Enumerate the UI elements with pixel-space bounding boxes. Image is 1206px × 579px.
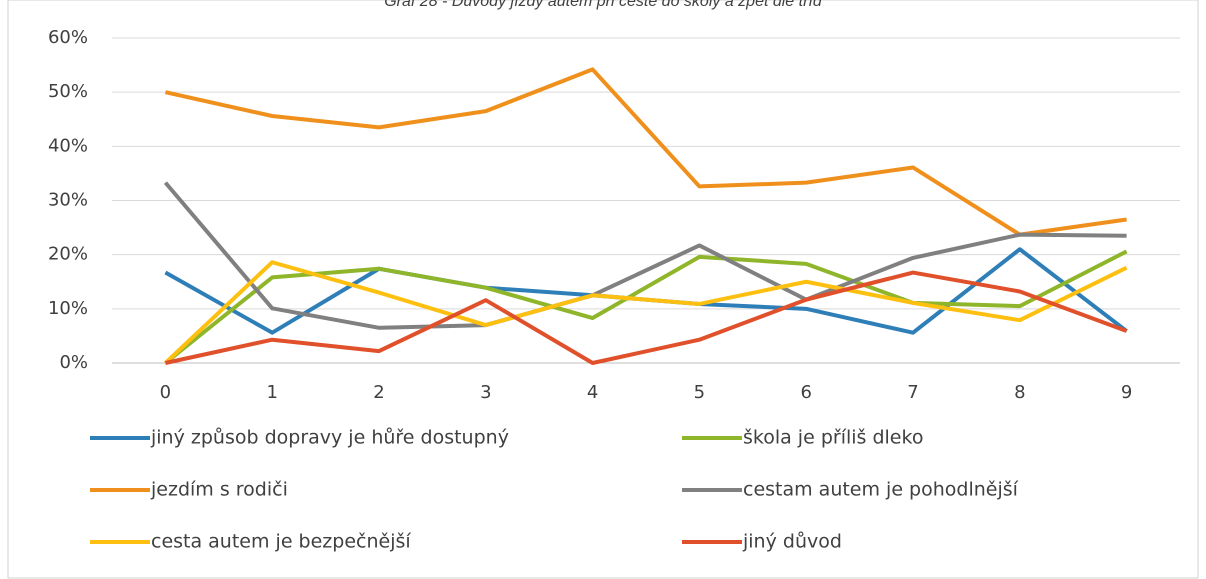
x-tick-label: 1 <box>266 382 277 403</box>
x-tick-label: 7 <box>907 382 918 403</box>
legend-label: cestam autem je pohodlnější <box>743 479 1019 501</box>
legend-label: cesta autem je bezpečnější <box>151 531 411 553</box>
chart-title: Graf 28 - Důvody jízdy autem při cestě d… <box>384 0 823 10</box>
series-line <box>164 260 1128 365</box>
y-tick-label: 40% <box>48 135 88 156</box>
x-tick-label: 4 <box>587 382 598 403</box>
x-tick-label: 0 <box>160 382 171 403</box>
series-line <box>164 67 1127 237</box>
y-tick-label: 10% <box>48 298 88 319</box>
chart-frame <box>7 0 1199 579</box>
x-tick-label: 3 <box>480 382 491 403</box>
series-line <box>164 249 1128 365</box>
legend-label: jiný způsob dopravy je hůře dostupný <box>150 427 509 449</box>
x-tick-label: 5 <box>694 382 705 403</box>
y-tick-label: 20% <box>48 244 88 265</box>
y-tick-label: 0% <box>59 352 88 373</box>
y-tick-label: 30% <box>48 190 88 211</box>
x-tick-label: 6 <box>800 382 811 403</box>
x-tick-label: 9 <box>1121 382 1132 403</box>
y-tick-label: 60% <box>48 27 88 48</box>
series-line <box>164 270 1128 365</box>
series-line <box>164 247 1128 335</box>
legend-label: jezdím s rodiči <box>150 479 288 501</box>
legend-label: jiný důvod <box>742 531 842 553</box>
x-tick-label: 2 <box>373 382 384 403</box>
y-tick-label: 50% <box>48 81 88 102</box>
series-line <box>163 181 1127 330</box>
legend-label: škola je příliš dleko <box>743 427 923 449</box>
x-tick-label: 8 <box>1014 382 1025 403</box>
